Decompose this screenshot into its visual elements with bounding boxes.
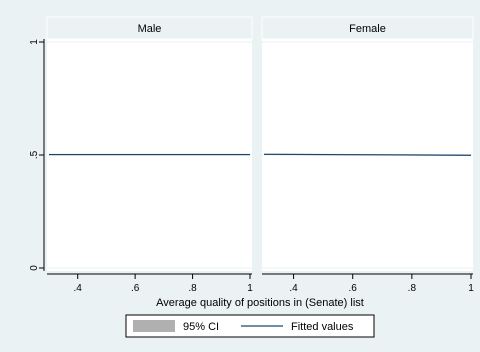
panel-male: Male .4 .6 .8 1 bbox=[46, 16, 253, 294]
x-axis-title: Average quality of positions in (Senate)… bbox=[156, 297, 364, 309]
y-tick-label: 1 bbox=[29, 39, 40, 45]
panel-title: Male bbox=[138, 23, 162, 35]
panel-title: Female bbox=[349, 23, 386, 35]
x-tick-label: .6 bbox=[349, 283, 358, 294]
x-tick-label: .4 bbox=[74, 283, 83, 294]
legend: 95% CI Fitted values bbox=[125, 314, 375, 338]
x-tick-label: 1 bbox=[468, 283, 474, 294]
legend-swatch-ci bbox=[133, 320, 175, 332]
x-tick-label: .6 bbox=[131, 283, 140, 294]
legend-label-ci: 95% CI bbox=[183, 321, 219, 333]
x-tick-label: .8 bbox=[408, 283, 417, 294]
y-tick-label: 0 bbox=[29, 265, 40, 271]
y-tick-label: .5 bbox=[29, 150, 40, 159]
fitted-line bbox=[263, 153, 472, 156]
x-tick-label: .8 bbox=[188, 283, 197, 294]
legend-label-fitted: Fitted values bbox=[291, 321, 354, 333]
x-tick-label: 1 bbox=[247, 283, 253, 294]
panel-female: Female .4 .6 .8 1 bbox=[261, 16, 474, 294]
x-tick-label: .4 bbox=[289, 283, 298, 294]
